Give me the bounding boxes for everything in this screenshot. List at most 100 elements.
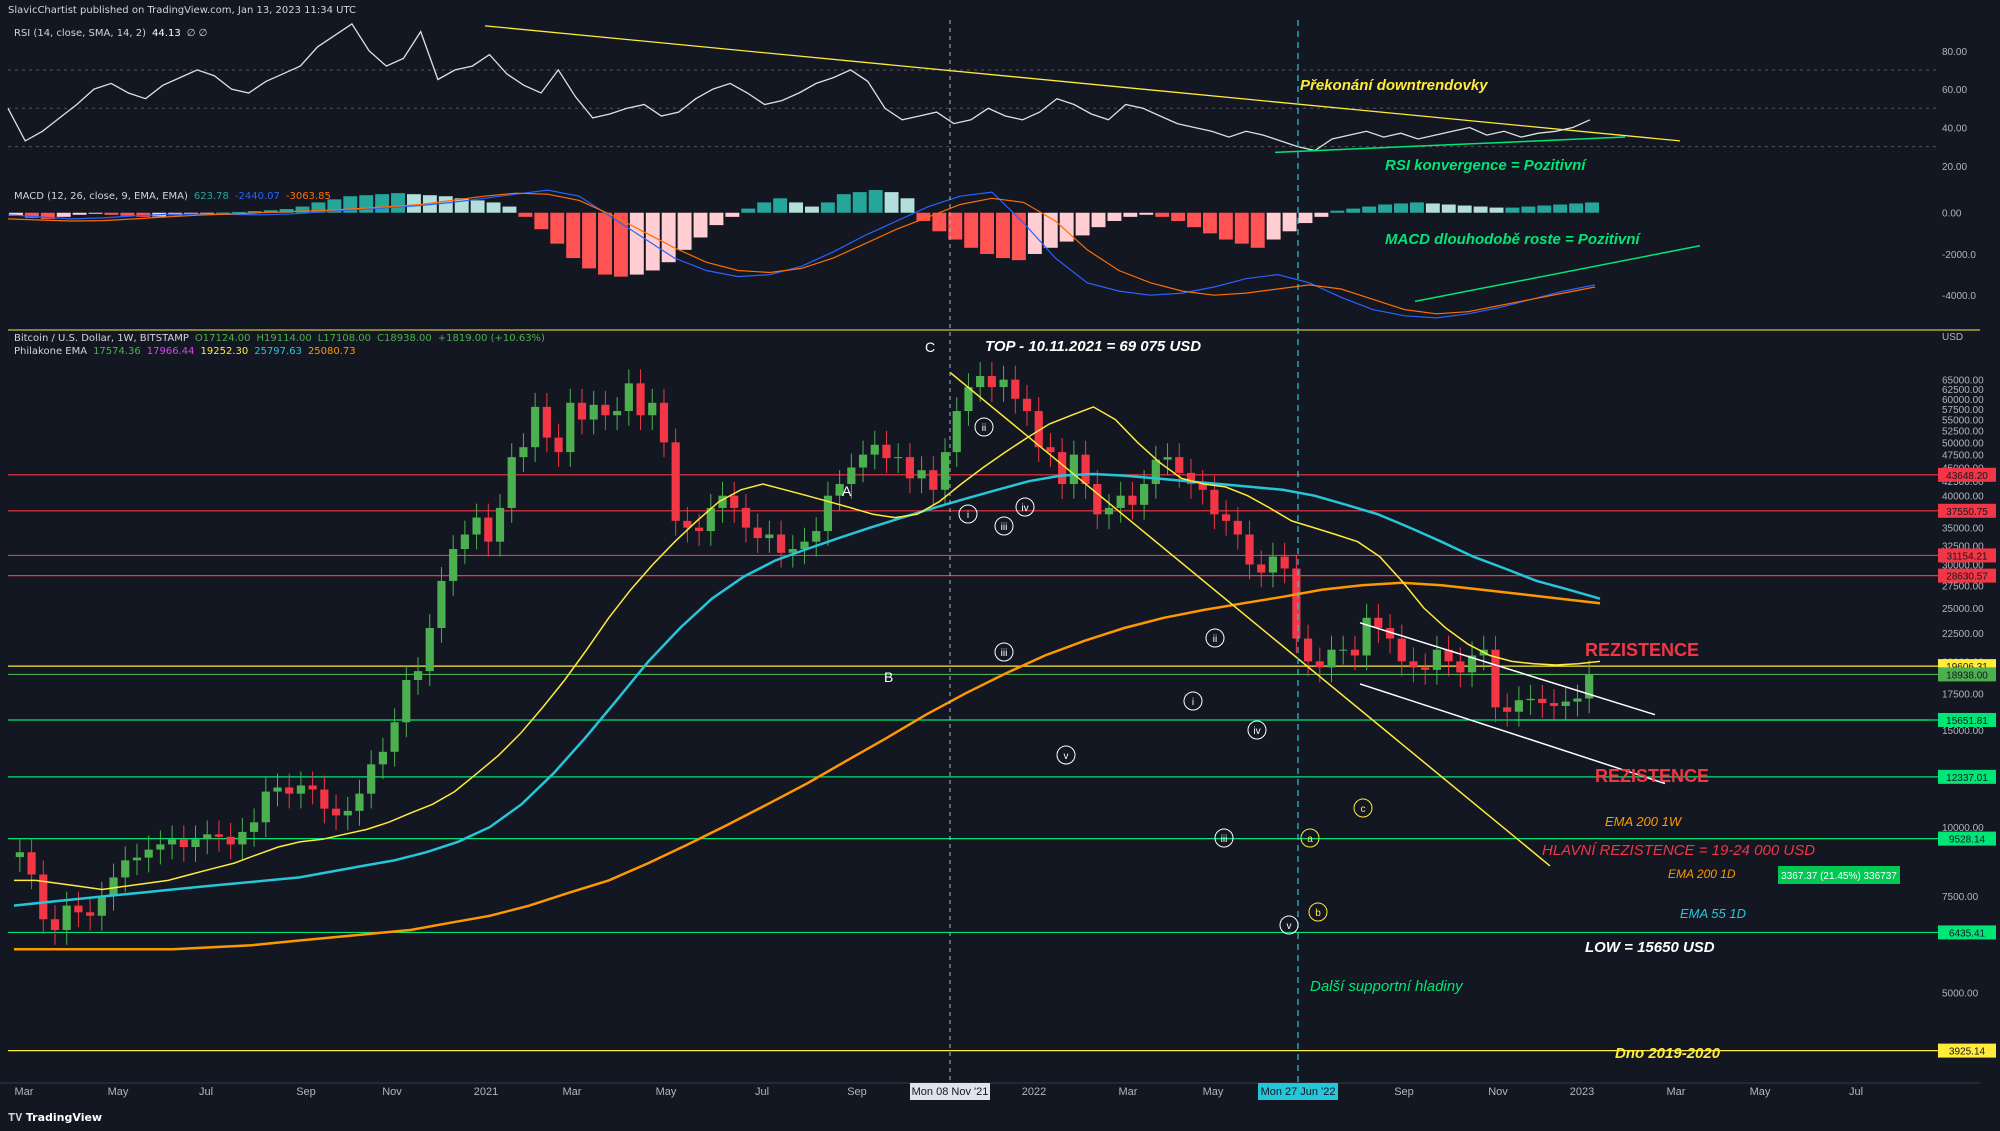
- candle-body: [109, 877, 118, 896]
- price-legend-low: L17108.00: [317, 333, 372, 344]
- macd-histogram-bar: [1330, 210, 1345, 213]
- price-legend-high: H19114.00: [256, 333, 312, 344]
- macd-histogram-bar: [1441, 204, 1456, 213]
- candle-body: [870, 444, 879, 455]
- candle-body: [1456, 661, 1465, 673]
- rsi-legend-value: 44.13: [152, 28, 181, 39]
- rsi-legend-title: RSI (14, close, SMA, 14, 2): [14, 28, 147, 39]
- candle-body: [1140, 484, 1149, 505]
- macd-histogram-bar: [120, 212, 135, 216]
- ema-legend-v3: 19252.30: [200, 346, 249, 357]
- macd-legend-title: MACD (12, 26, close, 9, EMA, EMA): [14, 191, 188, 202]
- price-legend-change: +1819.00 (+10.63%): [437, 333, 545, 344]
- candle-body: [542, 406, 551, 438]
- candle-body: [261, 791, 270, 823]
- candle-body: [1022, 398, 1032, 412]
- price-tick-label: 5000.00: [1942, 989, 1979, 1000]
- macd-histogram-bar: [1234, 212, 1249, 244]
- candle-body: [765, 534, 774, 539]
- candle-body: [531, 406, 540, 448]
- macd-histogram-bar: [1569, 203, 1584, 213]
- candle-body: [835, 484, 844, 496]
- ema-yellow-line: [14, 406, 1601, 891]
- price-tick-label: 27500.00: [1942, 581, 1984, 592]
- price-level-tag: [1938, 548, 1996, 563]
- rsi-tick-label: 60.00: [1942, 85, 1967, 96]
- wave-circle: [1205, 628, 1225, 648]
- macd-histogram-bar: [88, 212, 103, 214]
- macd-histogram-bar: [215, 212, 230, 214]
- support-annotation: Další supportní hladiny: [1310, 978, 1464, 995]
- candle-body: [894, 457, 903, 459]
- candle-body: [1397, 638, 1406, 662]
- x-axis-label: 2022: [1022, 1086, 1046, 1098]
- candle-body: [1034, 411, 1043, 448]
- wave-label-b: B: [884, 669, 893, 685]
- rsi-tick-label: 20.00: [1942, 162, 1967, 173]
- candle-body: [1303, 638, 1313, 662]
- macd-histogram-bar: [1043, 212, 1058, 248]
- macd-histogram-bar: [1218, 212, 1233, 240]
- candle-body: [999, 379, 1008, 388]
- macd-histogram-bar: [773, 198, 788, 213]
- macd-histogram-bar: [1203, 212, 1217, 234]
- candle-body: [1245, 534, 1254, 565]
- candle-body: [753, 527, 762, 539]
- x-axis-label: May: [108, 1086, 129, 1098]
- x-axis-label: May: [1203, 1086, 1224, 1098]
- low-annotation: LOW = 15650 USD: [1585, 939, 1715, 956]
- wave-circle-label: iv: [1253, 726, 1260, 737]
- candle-body: [1421, 667, 1430, 670]
- macd-histogram-bar: [1298, 212, 1313, 224]
- macd-histogram-bar: [1011, 212, 1026, 261]
- price-legend-close: C18938.00: [377, 333, 432, 344]
- candle-body: [226, 836, 235, 845]
- x-axis-label: 2023: [1570, 1086, 1594, 1098]
- candle-body: [437, 580, 446, 628]
- macd-uptrend-arrow: [1414, 244, 1701, 303]
- candle-body: [823, 495, 833, 532]
- main-downtrend-line: [949, 371, 1551, 867]
- macd-histogram-bar: [996, 212, 1010, 259]
- macd-histogram-bar: [391, 193, 405, 213]
- candle-body: [519, 447, 528, 458]
- macd-histogram-bar: [709, 212, 724, 226]
- rsi-tick-label: 80.00: [1942, 47, 1967, 58]
- candle-body: [1350, 649, 1360, 656]
- macd-histogram-bar: [757, 202, 772, 213]
- macd-histogram-bar: [40, 212, 55, 219]
- price-level-tag: [1938, 467, 1996, 482]
- macd-histogram-bar: [1107, 212, 1122, 221]
- x-axis-label: Jul: [755, 1086, 769, 1098]
- candle-body: [929, 470, 938, 490]
- candle-body: [203, 834, 212, 840]
- price-tick-label: 35000.00: [1942, 524, 1984, 535]
- wave-circle-label: iii: [1001, 648, 1008, 659]
- wave-circle: [1300, 828, 1320, 848]
- x-axis-label: Mar: [563, 1086, 582, 1098]
- resistance-label-2: REZISTENCE: [1595, 766, 1709, 786]
- candle-body: [156, 844, 165, 850]
- macd-histogram-bar: [1489, 207, 1504, 213]
- candle-body: [296, 785, 306, 794]
- candle-body: [1432, 649, 1441, 670]
- price-level-tag: [1938, 667, 1996, 682]
- macd-histogram-bar: [1027, 212, 1042, 254]
- wave-circle: [974, 417, 994, 437]
- candle-body: [800, 541, 809, 550]
- candle-body: [249, 822, 259, 832]
- candle-body: [1233, 520, 1242, 535]
- price-axis-unit: USD: [1942, 332, 1963, 343]
- candle-body: [589, 404, 598, 420]
- macd-histogram-bar: [1075, 212, 1090, 236]
- price-level-tag-label: 3925.14: [1949, 1047, 1986, 1058]
- macd-histogram-bar: [72, 212, 87, 215]
- footer-brand: TradingView: [25, 1111, 103, 1124]
- candle-body: [355, 793, 364, 811]
- macd-line: [7, 189, 1596, 319]
- macd-histogram-bar: [407, 194, 421, 213]
- candle-body: [577, 402, 587, 420]
- wave-circle: [958, 504, 978, 524]
- macd-tick-label: -2000.0: [1942, 250, 1976, 261]
